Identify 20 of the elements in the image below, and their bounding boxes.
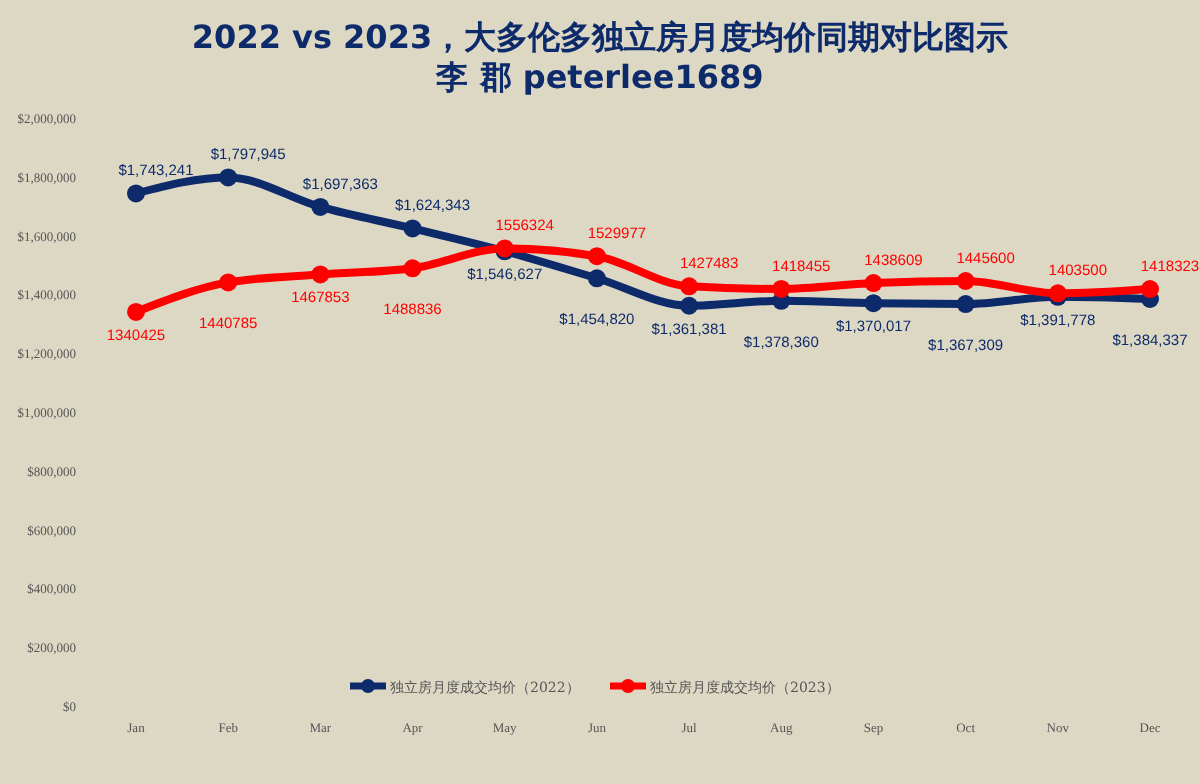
chart-title: 2022 vs 2023，大多伦多独立房月度均价同期对比图示 [191, 18, 1009, 56]
point [219, 273, 238, 292]
point [956, 271, 975, 290]
point [587, 269, 606, 288]
point [219, 168, 238, 187]
point [311, 265, 330, 284]
point [864, 274, 883, 293]
point [680, 296, 699, 315]
point [311, 197, 330, 216]
point [127, 302, 145, 321]
point [1141, 280, 1159, 299]
point [956, 295, 975, 314]
point [127, 184, 145, 203]
chart-subtitle: 李 郡 peterlee1689 [434, 58, 764, 96]
point [680, 277, 699, 296]
point [864, 294, 883, 313]
point [403, 259, 422, 278]
point [403, 219, 422, 238]
point [587, 247, 606, 266]
point [772, 279, 791, 298]
